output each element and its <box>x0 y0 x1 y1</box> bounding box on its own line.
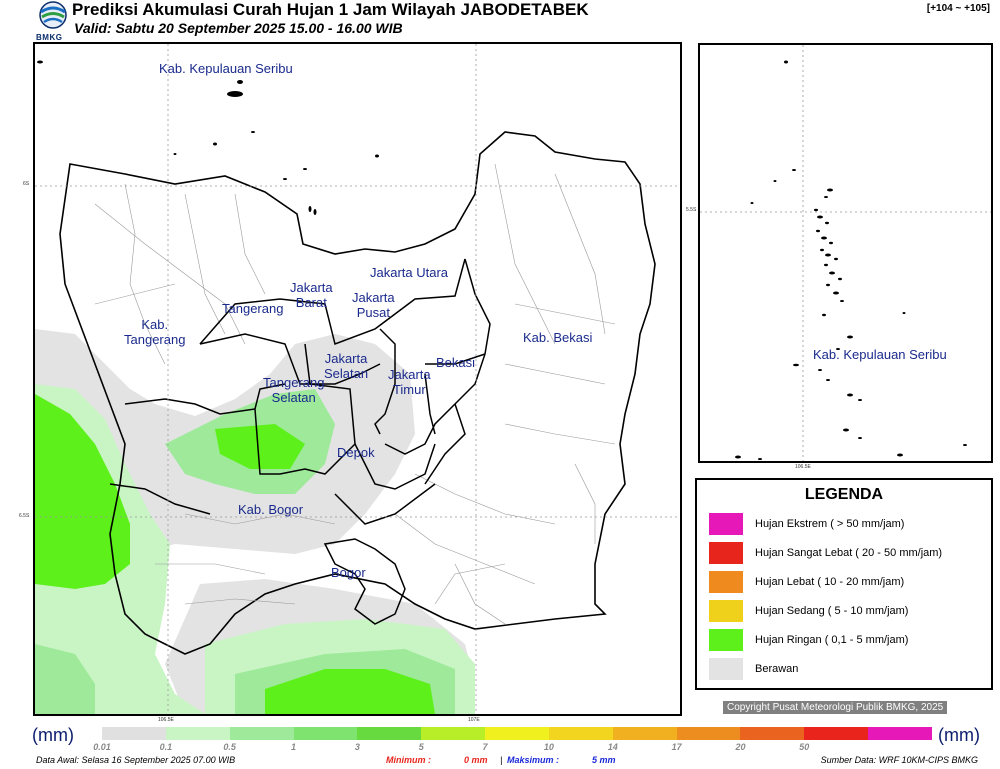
legend: LEGENDA Hujan Ekstrem ( > 50 mm/jam) Huj… <box>695 478 993 690</box>
colorbar-segment <box>612 727 677 740</box>
colorbar-segment <box>165 727 230 740</box>
region-label: Bogor <box>331 565 366 580</box>
colorbar-tick-label: 0.01 <box>93 742 111 752</box>
main-map <box>33 42 682 716</box>
region-label: Jakarta Utara <box>370 265 449 280</box>
legend-item: Hujan Ekstrem ( > 50 mm/jam) <box>709 513 904 535</box>
legend-label: Hujan Ekstrem ( > 50 mm/jam) <box>755 518 905 530</box>
region-label: Kab. Bekasi <box>523 330 593 345</box>
coastline <box>59 131 656 655</box>
colorbar-tick-label: 17 <box>671 742 682 752</box>
colorbar-tick-label: 1 <box>291 742 297 752</box>
unit-label-left: (mm) <box>32 725 74 745</box>
colorbar-segment <box>804 727 869 740</box>
data-source: Sumber Data: WRF 10KM-CIPS BMKG <box>820 755 978 765</box>
lon-tick-label: 106.5E <box>158 717 174 723</box>
colorbar <box>102 727 932 740</box>
lat-tick-label: 5.5S <box>686 207 697 213</box>
lat-tick-label: 6.5S <box>19 513 30 519</box>
colorbar-segment <box>740 727 805 740</box>
region-label: Jakarta Pusat <box>352 290 395 320</box>
legend-item: Berawan <box>709 658 798 680</box>
legend-item: Hujan Lebat ( 10 - 20 mm/jam) <box>709 571 904 593</box>
rain-moderate-area <box>35 394 130 589</box>
legend-label: Hujan Sangat Lebat ( 20 - 50 mm/jam) <box>755 547 943 559</box>
colorbar-segment <box>229 727 294 740</box>
colorbar-tick-label: 5 <box>418 742 424 752</box>
logo-text: BMKG <box>36 33 63 42</box>
rain-moderate-area <box>215 424 305 469</box>
minimum-value: 0 mm <box>464 755 488 765</box>
legend-label: Hujan Sedang ( 5 - 10 mm/jam) <box>755 605 909 617</box>
region-label: Bekasi <box>436 355 476 370</box>
legend-title: LEGENDA <box>804 486 884 503</box>
lon-range: [+104 ~ +105] <box>926 3 990 14</box>
colorbar-segment <box>676 727 741 740</box>
rain-moderate-area <box>35 644 95 714</box>
colorbar-tick-label: 0.5 <box>223 742 236 752</box>
region-label: Kab. Kepulauan Seribu <box>159 61 293 76</box>
colorbar-segment <box>421 727 486 740</box>
region-label: Tangerang Selatan <box>263 375 325 405</box>
legend-swatch <box>709 629 743 651</box>
separator: | <box>500 755 503 765</box>
colorbar-segment <box>293 727 358 740</box>
region-label: Depok <box>337 445 375 460</box>
islands <box>735 60 967 460</box>
bmkg-logo <box>36 0 70 34</box>
legend-swatch <box>709 571 743 593</box>
legend-item: Hujan Ringan ( 0,1 - 5 mm/jam) <box>709 629 908 651</box>
colorbar-tick-label: 0.1 <box>159 742 173 752</box>
lon-tick-label: 106.5E <box>795 464 811 470</box>
colorbar-tick-label: 14 <box>607 742 618 752</box>
lat-tick-label: 6S <box>23 181 30 187</box>
valid-time: Valid: Sabtu 20 September 2025 15.00 - 1… <box>74 20 403 36</box>
maksimum-value: 5 mm <box>592 755 616 765</box>
region-label: Kab. Tangerang <box>124 317 186 347</box>
inset-map <box>698 43 993 463</box>
unit-label-right: (mm) <box>938 725 980 745</box>
colorbar-segment <box>548 727 613 740</box>
colorbar-segment <box>485 727 549 740</box>
copyright-notice: Copyright Pusat Meteorologi Publik BMKG,… <box>723 701 948 714</box>
minimum-label: Minimum : <box>386 755 431 765</box>
colorbar-segment <box>102 727 166 740</box>
legend-item: Hujan Sedang ( 5 - 10 mm/jam) <box>709 600 908 622</box>
gridlines <box>35 44 680 714</box>
region-label: Jakarta Barat <box>290 280 333 310</box>
district-boundaries <box>94 163 616 625</box>
legend-label: Berawan <box>755 663 799 675</box>
legend-swatch <box>709 542 743 564</box>
region-label: Kab. Bogor <box>238 502 304 517</box>
rain-moderate-area <box>265 669 435 714</box>
legend-swatch <box>709 513 743 535</box>
colorbar-segment <box>868 727 932 740</box>
legend-label: Hujan Lebat ( 10 - 20 mm/jam) <box>755 576 905 588</box>
region-label: Kab. Kepulauan Seribu <box>813 347 947 362</box>
page-title: Prediksi Akumulasi Curah Hujan 1 Jam Wil… <box>72 0 589 19</box>
maksimum-label: Maksimum : <box>507 755 560 765</box>
inset-map-canvas <box>700 45 991 461</box>
islands <box>37 60 379 215</box>
legend-item: Hujan Sangat Lebat ( 20 - 50 mm/jam) <box>709 542 942 564</box>
colorbar-tick-label: 7 <box>482 742 488 752</box>
region-label: Tangerang <box>222 301 284 316</box>
main-map-canvas <box>35 44 680 714</box>
lon-tick-label: 107E <box>468 717 480 723</box>
colorbar-tick-label: 50 <box>799 742 810 752</box>
colorbar-tick-label: 3 <box>354 742 360 752</box>
colorbar-tick-label: 20 <box>735 742 746 752</box>
legend-swatch <box>709 600 743 622</box>
colorbar-segment <box>357 727 422 740</box>
region-label: Jakarta Selatan <box>324 351 369 381</box>
legend-label: Hujan Ringan ( 0,1 - 5 mm/jam) <box>755 634 909 646</box>
region-label: Jakarta Timur <box>388 367 431 397</box>
colorbar-tick-label: 10 <box>543 742 554 752</box>
legend-swatch <box>709 658 743 680</box>
data-awal: Data Awal: Selasa 16 September 2025 07.0… <box>36 755 236 765</box>
regency-boundaries <box>109 258 491 625</box>
